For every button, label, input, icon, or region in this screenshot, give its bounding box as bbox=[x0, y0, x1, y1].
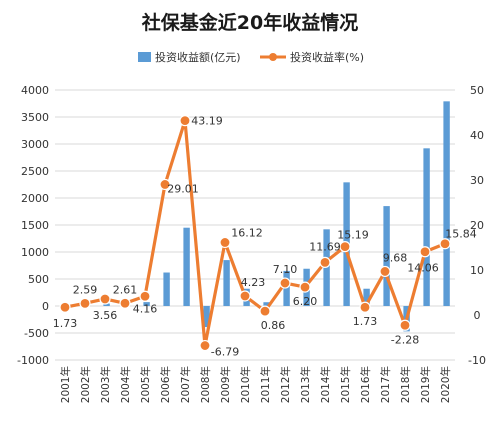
x-axis-tick-label: 2004年 bbox=[119, 366, 132, 403]
rate-data-label: -6.79 bbox=[211, 346, 239, 359]
x-axis-tick-label: 2020年 bbox=[439, 366, 452, 403]
rate-data-label: 6.20 bbox=[293, 295, 318, 308]
income-bar bbox=[223, 260, 229, 306]
rate-data-label: 9.68 bbox=[383, 251, 408, 264]
rate-point bbox=[200, 341, 210, 351]
x-axis-tick-label: 2012年 bbox=[279, 366, 292, 403]
x-axis-tick-label: 2017年 bbox=[379, 366, 392, 403]
rate-point bbox=[220, 237, 230, 247]
rate-data-label: 4.23 bbox=[241, 276, 266, 289]
rate-data-label: 2.59 bbox=[73, 283, 98, 296]
rate-data-label: 2.61 bbox=[113, 283, 138, 296]
rate-data-label: -2.28 bbox=[391, 333, 419, 346]
x-axis-tick-label: 2015年 bbox=[339, 366, 352, 403]
x-axis-tick-label: 2011年 bbox=[259, 366, 272, 403]
rate-point bbox=[420, 247, 430, 257]
rate-data-label: 14.06 bbox=[407, 262, 439, 275]
rate-point bbox=[360, 302, 370, 312]
x-axis-tick-label: 2003年 bbox=[99, 366, 112, 403]
left-axis-ticks: -1000 -500 0 500 1000 1500 2000 2500 3000 3500 400… bbox=[17, 84, 49, 367]
right-axis-tick-label: -10 bbox=[468, 354, 486, 367]
income-bar bbox=[423, 148, 429, 306]
left-axis-tick-label: 4000 bbox=[21, 84, 49, 97]
rate-data-label: 3.56 bbox=[93, 309, 118, 322]
x-axis-tick-label: 2013年 bbox=[299, 366, 312, 403]
rate-point bbox=[60, 302, 70, 312]
rate-data-label: 11.69 bbox=[309, 240, 341, 253]
rate-data-label: 1.73 bbox=[353, 315, 378, 328]
left-axis-tick-label: 1500 bbox=[21, 219, 49, 232]
legend-label-income: 投资收益额(亿元) bbox=[155, 50, 241, 64]
x-axis-tick-label: 2019年 bbox=[419, 366, 432, 403]
left-axis-tick-label: 500 bbox=[28, 273, 49, 286]
rate-point bbox=[260, 306, 270, 316]
x-axis-tick-label: 2014年 bbox=[319, 366, 332, 403]
rate-point bbox=[280, 278, 290, 288]
rate-data-label: 16.12 bbox=[231, 226, 263, 239]
rate-point bbox=[340, 242, 350, 252]
rate-data-label: 0.86 bbox=[261, 319, 286, 332]
left-axis-tick-label: -500 bbox=[24, 327, 49, 340]
right-axis-tick-label: 10 bbox=[470, 264, 484, 277]
right-axis-tick-label: 0 bbox=[474, 309, 481, 322]
rate-data-label: 1.73 bbox=[53, 317, 78, 330]
x-axis-tick-label: 2018年 bbox=[399, 366, 412, 403]
x-axis-ticks: 2001年 2002年 2003年 2004年 2005年 2006年 2007年 2008年… bbox=[59, 366, 452, 403]
right-axis-tick-label: 30 bbox=[470, 174, 484, 187]
rate-data-labels: 1.73 2.59 3.56 2.61 4.16 29.01 43.19 -6.79 16.12… bbox=[53, 115, 477, 359]
rate-point bbox=[140, 291, 150, 301]
left-axis-tick-label: 3000 bbox=[21, 138, 49, 151]
rate-data-label: 15.19 bbox=[337, 229, 369, 242]
rate-point bbox=[300, 282, 310, 292]
left-axis-tick-label: -1000 bbox=[17, 354, 49, 367]
rate-data-label: 29.01 bbox=[167, 182, 199, 195]
x-axis-tick-label: 2009年 bbox=[219, 366, 232, 403]
rate-point bbox=[380, 266, 390, 276]
rate-point bbox=[320, 257, 330, 267]
rate-point bbox=[100, 294, 110, 304]
rate-data-label: 43.19 bbox=[191, 115, 223, 128]
rate-point bbox=[240, 291, 250, 301]
legend-label-rate: 投资收益率(%) bbox=[290, 50, 364, 64]
rate-data-label: 15.84 bbox=[445, 228, 477, 241]
rate-point bbox=[120, 298, 130, 308]
chart-legend: 投资收益额(亿元) 投资收益率(%) bbox=[138, 50, 364, 64]
x-axis-tick-label: 2006年 bbox=[159, 366, 172, 403]
x-axis-tick-label: 2005年 bbox=[139, 366, 152, 403]
x-axis-tick-label: 2002年 bbox=[79, 366, 92, 403]
rate-data-label: 7.10 bbox=[273, 263, 298, 276]
rate-point bbox=[180, 116, 190, 126]
rate-data-label: 4.16 bbox=[133, 302, 158, 315]
legend-swatch-rate-marker bbox=[269, 53, 277, 61]
left-axis-tick-label: 2000 bbox=[21, 192, 49, 205]
income-bar bbox=[443, 101, 449, 306]
right-axis-tick-label: 40 bbox=[470, 129, 484, 142]
left-axis-tick-label: 0 bbox=[42, 300, 49, 313]
legend-swatch-income bbox=[138, 52, 151, 62]
x-axis-tick-label: 2001年 bbox=[59, 366, 72, 403]
x-axis-tick-label: 2016年 bbox=[359, 366, 372, 403]
chart-title: 社保基金近20年收益情况 bbox=[141, 11, 358, 34]
right-axis-tick-label: 50 bbox=[470, 84, 484, 97]
left-axis-tick-label: 2500 bbox=[21, 165, 49, 178]
income-bar bbox=[163, 273, 169, 306]
rate-point bbox=[400, 320, 410, 330]
income-bar bbox=[183, 228, 189, 306]
x-axis-tick-label: 2007年 bbox=[179, 366, 192, 403]
left-axis-tick-label: 3500 bbox=[21, 111, 49, 124]
x-axis-tick-label: 2008年 bbox=[199, 366, 212, 403]
x-axis-tick-label: 2010年 bbox=[239, 366, 252, 403]
income-bars bbox=[63, 101, 449, 331]
rate-point bbox=[80, 298, 90, 308]
left-axis-tick-label: 1000 bbox=[21, 246, 49, 259]
